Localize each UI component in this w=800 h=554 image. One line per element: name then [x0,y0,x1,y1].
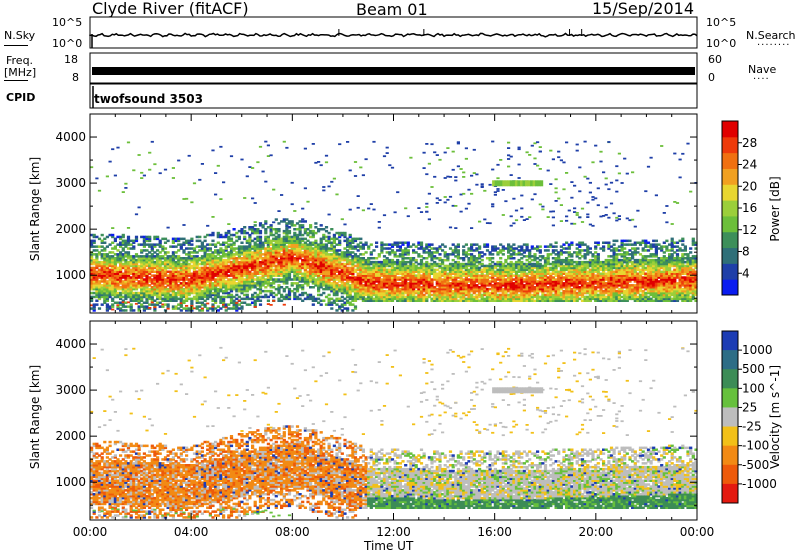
power-colorbar-label: 12 [742,223,757,237]
velocity-rti-cells [90,347,698,519]
x-axis-label: Time UT [364,540,413,552]
nave-dotted-marker: ···· [753,76,770,84]
x-tick-label: 20:00 [579,525,614,539]
velocity-colorbar-cell [722,369,738,389]
velocity-colorbar-cell [722,388,738,408]
nsearch-dotted-marker: ········ [757,42,790,50]
freq-unit: [MHz] [4,67,36,79]
power-colorbar-label: 20 [742,179,757,193]
power-colorbar-cell [722,200,738,216]
station-title: Clyde River (fitACF) [92,1,249,17]
power-scale-label: Power [dB] [768,164,782,254]
freq-tick-left-bottom: 8 [72,72,79,84]
noise-tick-right-top: 10^5 [706,17,736,29]
velocity-colorbar-cell [722,407,738,427]
power-colorbar-cell [722,121,738,137]
velocity-colorbar-cell [722,484,738,504]
velocity-colorbar-label: -1000 [742,477,777,491]
noise-tick-right-bottom: 10^0 [706,38,736,50]
x-tick-label: 00:00 [73,525,108,539]
power-colorbar-label: 28 [742,136,757,150]
power-ytick-label: 2000 [55,222,86,236]
velocity-colorbar-label: 500 [742,362,765,376]
date-title: 15/Sep/2014 [592,1,694,17]
freq-tick-left-top: 18 [64,54,78,66]
power-colorbar-label: 16 [742,201,757,215]
velocity-colorbar-label: 25 [742,400,757,414]
velocity-ytick-label: 1000 [55,475,86,489]
power-colorbar-label: 8 [742,245,750,259]
power-colorbar-cell [722,153,738,169]
velocity-colorbar-cell [722,427,738,447]
power-rti-cells [90,141,698,312]
power-colorbar-cell [722,137,738,153]
velocity-ytick-label: 3000 [55,383,86,397]
velocity-colorbar-label: 1000 [742,343,773,357]
velocity-colorbar-cell [722,331,738,351]
velocity-ytick-label: 2000 [55,429,86,443]
velocity-colorbar-label: -25 [742,420,762,434]
power-ytick-label: 4000 [55,130,86,144]
power-ytick-label: 1000 [55,268,86,282]
power-colorbar-cell [722,263,738,279]
power-colorbar-cell [722,232,738,248]
velocity-colorbar-cell [722,465,738,485]
velocity-colorbar-label: -500 [742,458,769,472]
nsky-label: N.Sky [4,30,35,42]
velocity-colorbar-label: 100 [742,381,765,395]
power-ylabel: Slant Range [km] [28,154,42,264]
cpid-value: twofsound 3503 [94,93,203,105]
velocity-ylabel: Slant Range [km] [28,362,42,472]
noise-tick-left-top: 10^5 [52,17,82,29]
power-colorbar-cell [722,279,738,295]
noise-tick-left-bottom: 10^0 [52,38,82,50]
velocity-colorbar-cell [722,446,738,466]
noise-trace [90,33,697,36]
frequency-band [92,67,695,75]
power-colorbar-label: 4 [742,266,750,280]
power-ytick-label: 3000 [55,176,86,190]
x-tick-label: 16:00 [477,525,512,539]
beam-title: Beam 01 [356,2,428,18]
noise-panel [90,17,697,48]
power-colorbar-cell [722,184,738,200]
freq-tick-right-top: 60 [708,54,722,66]
x-tick-label: 08:00 [275,525,310,539]
power-colorbar-label: 24 [742,158,757,172]
power-colorbar-cell [722,168,738,184]
power-colorbar-cell [722,216,738,232]
cpid-label: CPID [6,92,35,104]
nsky-underline [4,45,28,46]
radar-summary-plot: 1000200030004000100020003000400000:00 04:… [0,0,800,554]
velocity-colorbar-label: -100 [742,439,769,453]
freq-underline [4,80,28,81]
power-colorbar-cell [722,248,738,264]
velocity-colorbar-cell [722,350,738,370]
velocity-ytick-label: 4000 [55,337,86,351]
x-tick-label: 12:00 [376,525,411,539]
x-tick-label: 04:00 [174,525,209,539]
x-tick-label: 00:00 [680,525,715,539]
velocity-scale-label: Velocity [m s^-1] [768,362,782,472]
freq-tick-right-bottom: 0 [708,72,715,84]
